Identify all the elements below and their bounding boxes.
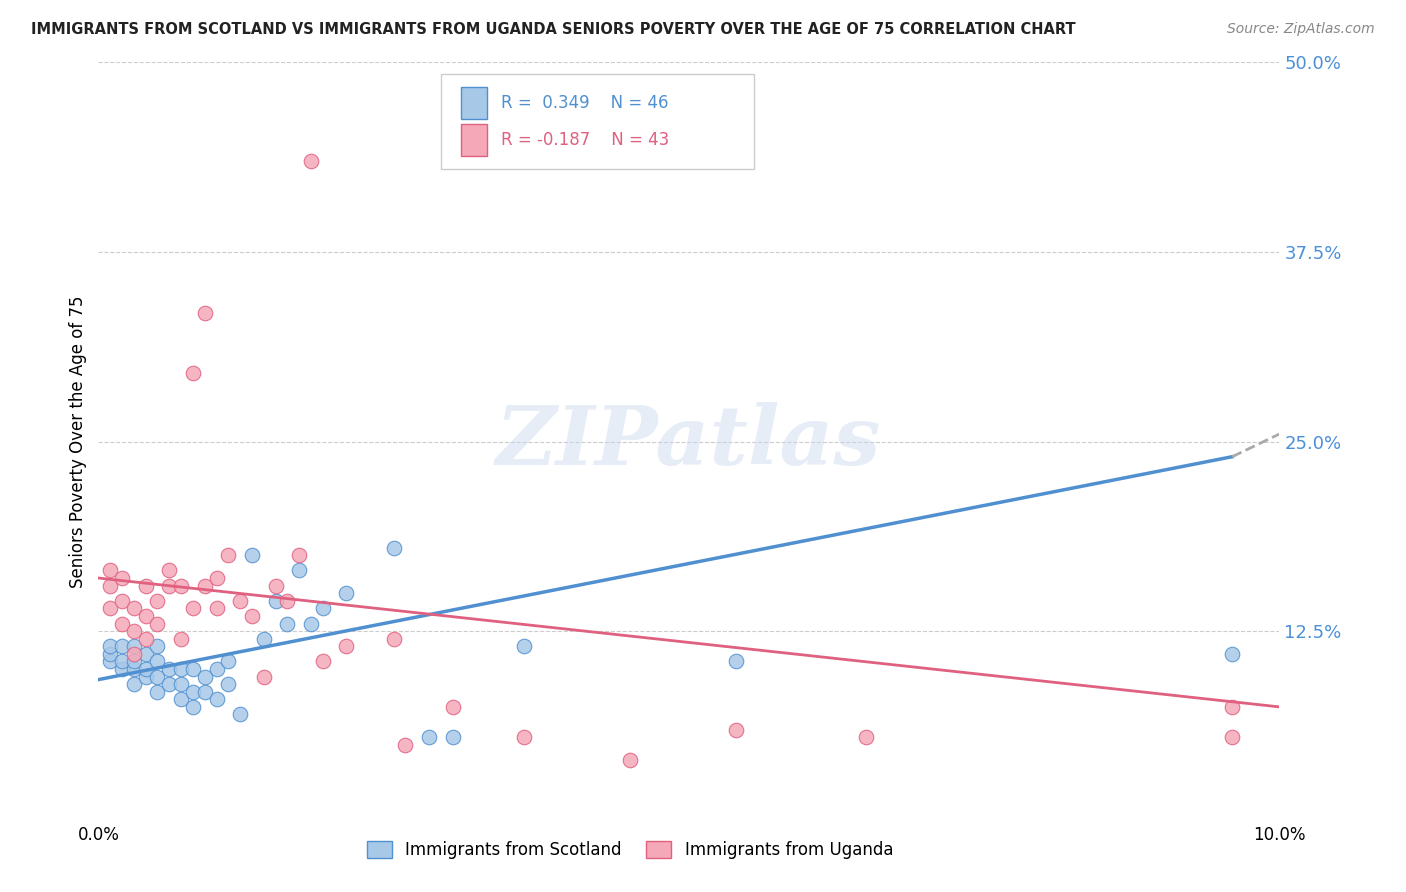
Point xyxy=(146,669,169,683)
Point xyxy=(205,601,228,615)
Point xyxy=(288,564,311,578)
Text: Source: ZipAtlas.com: Source: ZipAtlas.com xyxy=(1227,22,1375,37)
Point xyxy=(157,662,180,676)
Point xyxy=(181,699,204,714)
Point xyxy=(276,616,298,631)
Point xyxy=(181,601,204,615)
Legend: Immigrants from Scotland, Immigrants from Uganda: Immigrants from Scotland, Immigrants fro… xyxy=(360,834,900,865)
Point xyxy=(98,639,121,653)
Y-axis label: Seniors Poverty Over the Age of 75: Seniors Poverty Over the Age of 75 xyxy=(69,295,87,588)
Point xyxy=(98,655,121,669)
Point xyxy=(299,616,322,631)
Point xyxy=(382,632,405,646)
Point xyxy=(335,639,357,653)
Point xyxy=(157,677,180,691)
Text: ZIPatlas: ZIPatlas xyxy=(496,401,882,482)
Point xyxy=(122,677,145,691)
Point xyxy=(181,662,204,676)
Point xyxy=(122,601,145,615)
Point xyxy=(619,753,641,767)
Point xyxy=(111,639,134,653)
Point xyxy=(170,692,193,706)
Point xyxy=(146,655,169,669)
Point xyxy=(253,632,276,646)
Point xyxy=(98,579,121,593)
Point xyxy=(217,548,239,563)
Point xyxy=(111,594,134,608)
Point xyxy=(205,571,228,585)
Point xyxy=(181,366,204,380)
Point xyxy=(146,639,169,653)
Point xyxy=(512,730,534,744)
Point xyxy=(382,541,405,555)
Point xyxy=(181,685,204,699)
Text: R = -0.187    N = 43: R = -0.187 N = 43 xyxy=(501,131,669,149)
Point xyxy=(441,730,464,744)
Point xyxy=(312,601,335,615)
Point xyxy=(194,669,217,683)
Point xyxy=(855,730,877,744)
Point xyxy=(135,669,157,683)
Point xyxy=(229,594,252,608)
Text: R =  0.349    N = 46: R = 0.349 N = 46 xyxy=(501,95,669,112)
Point xyxy=(111,655,134,669)
Point xyxy=(264,579,287,593)
Point xyxy=(135,647,157,661)
Point xyxy=(1220,647,1243,661)
Point xyxy=(135,662,157,676)
FancyBboxPatch shape xyxy=(461,87,486,120)
Point xyxy=(157,579,180,593)
Point xyxy=(194,685,217,699)
Point xyxy=(170,632,193,646)
Point xyxy=(299,153,322,168)
Point xyxy=(240,548,263,563)
Point xyxy=(441,699,464,714)
Point xyxy=(288,548,311,563)
Point xyxy=(253,669,276,683)
Point xyxy=(146,685,169,699)
Point xyxy=(217,677,239,691)
Point xyxy=(194,579,217,593)
Point xyxy=(394,738,416,752)
Point xyxy=(205,662,228,676)
Point xyxy=(1220,730,1243,744)
FancyBboxPatch shape xyxy=(441,74,754,169)
Point xyxy=(111,662,134,676)
Point xyxy=(170,579,193,593)
FancyBboxPatch shape xyxy=(461,124,486,156)
Point xyxy=(418,730,440,744)
Point xyxy=(135,632,157,646)
Point xyxy=(98,601,121,615)
Point xyxy=(512,639,534,653)
Point xyxy=(157,564,180,578)
Point xyxy=(135,579,157,593)
Point xyxy=(725,723,748,737)
Point xyxy=(264,594,287,608)
Point xyxy=(98,564,121,578)
Point xyxy=(725,655,748,669)
Point xyxy=(122,647,145,661)
Point xyxy=(205,692,228,706)
Point xyxy=(135,608,157,623)
Point xyxy=(122,662,145,676)
Point xyxy=(240,608,263,623)
Point xyxy=(229,707,252,722)
Point xyxy=(122,624,145,639)
Point xyxy=(276,594,298,608)
Point xyxy=(146,594,169,608)
Point xyxy=(170,662,193,676)
Point xyxy=(122,655,145,669)
Text: IMMIGRANTS FROM SCOTLAND VS IMMIGRANTS FROM UGANDA SENIORS POVERTY OVER THE AGE : IMMIGRANTS FROM SCOTLAND VS IMMIGRANTS F… xyxy=(31,22,1076,37)
Point xyxy=(312,655,335,669)
Point xyxy=(146,616,169,631)
Point xyxy=(111,616,134,631)
Point xyxy=(111,571,134,585)
Point xyxy=(217,655,239,669)
Point xyxy=(170,677,193,691)
Point xyxy=(98,647,121,661)
Point xyxy=(1220,699,1243,714)
Point xyxy=(122,639,145,653)
Point xyxy=(335,586,357,600)
Point xyxy=(194,305,217,319)
